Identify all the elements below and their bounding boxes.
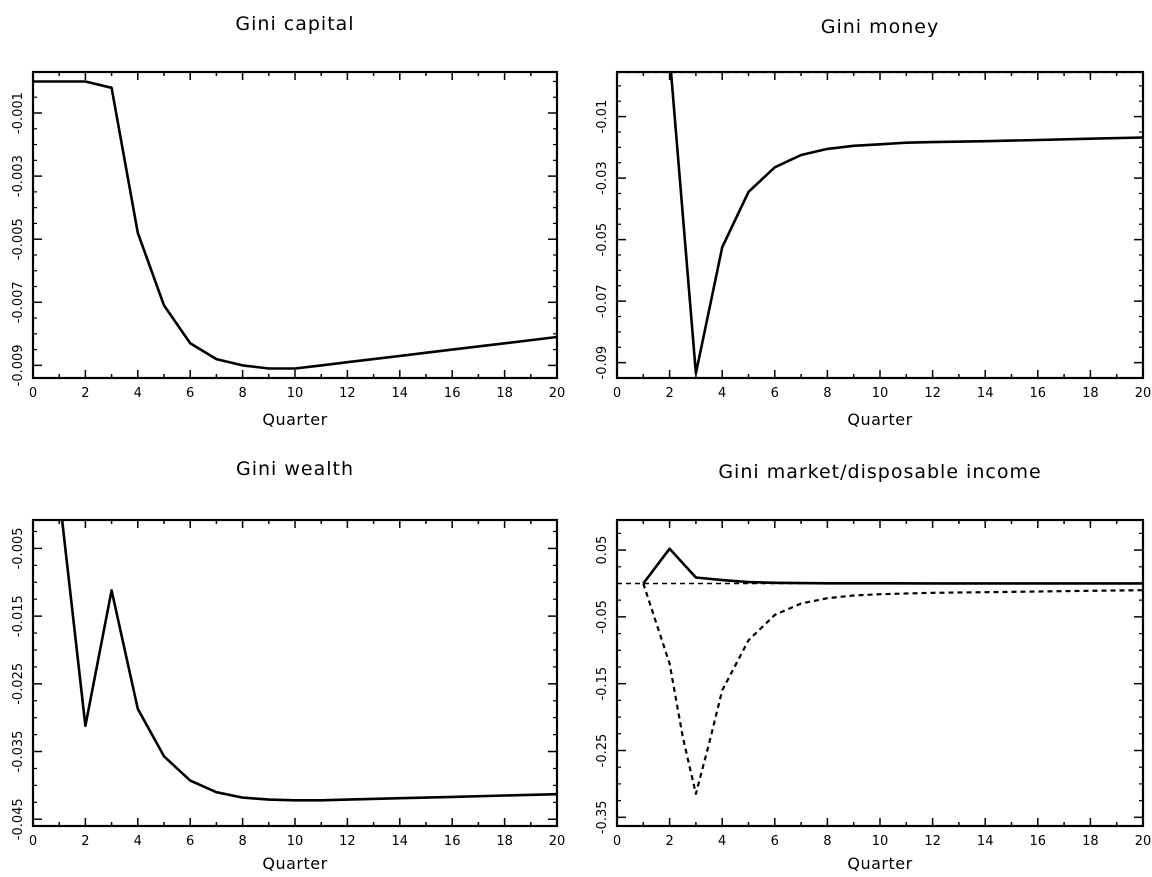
plot-frame bbox=[31, 518, 559, 828]
series-line bbox=[669, 72, 1143, 375]
chart-title: Gini capital bbox=[235, 13, 354, 35]
x-tick-label: 18 bbox=[496, 386, 513, 401]
series-line bbox=[33, 80, 557, 370]
plot-area bbox=[60, 520, 557, 802]
x-tick-label: 8 bbox=[823, 834, 831, 849]
x-tick-label: 0 bbox=[29, 386, 37, 401]
y-tick-label: -0.003 bbox=[11, 155, 26, 197]
x-tick-label: 18 bbox=[1082, 386, 1099, 401]
panel-1: Gini capital Quarter 0 2 4 6 8 10 12 14 16 18 20 -0.0… bbox=[11, 13, 565, 429]
plot-frame bbox=[615, 518, 1145, 828]
x-axis-label: Quarter bbox=[262, 410, 327, 429]
x-tick-label: 12 bbox=[924, 386, 941, 401]
y-tick-label: -0.25 bbox=[595, 734, 610, 768]
y-tick-label: -0.07 bbox=[595, 284, 610, 318]
x-tick-label: 20 bbox=[549, 386, 566, 401]
x-tick-label: 20 bbox=[1135, 386, 1152, 401]
x-tick-label: 16 bbox=[444, 834, 461, 849]
x-tick-label: 8 bbox=[238, 834, 246, 849]
x-tick-label: 2 bbox=[665, 834, 673, 849]
x-tick-label: 10 bbox=[872, 834, 889, 849]
x-tick-label: 16 bbox=[1030, 386, 1047, 401]
x-tick-label: 18 bbox=[1082, 834, 1099, 849]
x-tick-label: 8 bbox=[238, 386, 246, 401]
x-tick-label: 4 bbox=[134, 386, 142, 401]
x-tick-label: 0 bbox=[29, 834, 37, 849]
chart-title: Gini market/disposable income bbox=[718, 461, 1041, 483]
series-line bbox=[642, 547, 1143, 585]
y-tick-label: -0.009 bbox=[11, 344, 26, 386]
x-tick-label: 14 bbox=[977, 386, 994, 401]
x-tick-label: 6 bbox=[186, 386, 194, 401]
x-tick-label: 6 bbox=[771, 386, 779, 401]
x-tick-label: 8 bbox=[823, 386, 831, 401]
plot-area bbox=[33, 80, 557, 370]
x-tick-label: 4 bbox=[134, 834, 142, 849]
x-axis-label: Quarter bbox=[847, 410, 912, 429]
x-tick-label: 0 bbox=[613, 386, 621, 401]
y-tick-label: -0.09 bbox=[595, 346, 610, 380]
y-tick-label: -0.035 bbox=[11, 731, 26, 773]
plot-frame bbox=[615, 70, 1145, 380]
y-tick-label: -0.35 bbox=[595, 800, 610, 834]
y-tick-label: -0.015 bbox=[11, 595, 26, 637]
series-line bbox=[60, 520, 557, 802]
y-tick-label: -0.045 bbox=[11, 798, 26, 840]
x-tick-label: 2 bbox=[81, 834, 89, 849]
y-tick-label: -0.025 bbox=[11, 663, 26, 705]
x-tick-label: 6 bbox=[771, 834, 779, 849]
x-tick-label: 20 bbox=[549, 834, 566, 849]
panel-2: Gini money Quarter 0 2 4 6 8 10 12 14 16 18 20 -0.01 -… bbox=[595, 16, 1151, 429]
y-tick-label: -0.15 bbox=[595, 667, 610, 701]
x-tick-label: 0 bbox=[613, 834, 621, 849]
y-tick-label: -0.01 bbox=[595, 100, 610, 134]
x-tick-label: 12 bbox=[924, 834, 941, 849]
x-tick-label: 20 bbox=[1135, 834, 1152, 849]
x-tick-label: 12 bbox=[339, 834, 356, 849]
chart-title: Gini money bbox=[821, 16, 939, 38]
y-tick-label: -0.007 bbox=[11, 281, 26, 323]
x-tick-label: 2 bbox=[665, 386, 673, 401]
x-tick-label: 10 bbox=[287, 834, 304, 849]
x-axis-label: Quarter bbox=[262, 854, 327, 873]
y-tick-label: -0.005 bbox=[11, 218, 26, 260]
series-line bbox=[642, 583, 1143, 796]
x-tick-label: 18 bbox=[496, 834, 513, 849]
chart-title: Gini wealth bbox=[236, 458, 354, 480]
plot-area bbox=[617, 547, 1143, 796]
x-tick-label: 16 bbox=[1030, 834, 1047, 849]
x-tick-label: 4 bbox=[718, 386, 726, 401]
x-tick-label: 10 bbox=[872, 386, 889, 401]
y-tick-label: -0.005 bbox=[11, 527, 26, 569]
x-tick-label: 14 bbox=[392, 386, 409, 401]
y-tick-label: -0.05 bbox=[595, 223, 610, 257]
x-tick-label: 4 bbox=[718, 834, 726, 849]
x-tick-label: 14 bbox=[392, 834, 409, 849]
x-axis-label: Quarter bbox=[847, 854, 912, 873]
plot-area bbox=[617, 72, 1143, 375]
y-tick-label: -0.03 bbox=[595, 161, 610, 195]
x-tick-label: 16 bbox=[444, 386, 461, 401]
x-tick-label: 2 bbox=[81, 386, 89, 401]
plot-frame bbox=[31, 70, 559, 380]
y-tick-label: 0.05 bbox=[595, 536, 610, 565]
x-tick-label: 6 bbox=[186, 834, 194, 849]
x-tick-label: 14 bbox=[977, 834, 994, 849]
y-tick-label: -0.001 bbox=[11, 92, 26, 134]
panel-4: Gini market/disposable income Quarter 0 2 4 6… bbox=[595, 461, 1151, 873]
x-tick-label: 12 bbox=[339, 386, 356, 401]
panel-3: Gini wealth Quarter 0 2 4 6 8 10 12 14 16 18 20 -0.00… bbox=[11, 458, 565, 873]
y-tick-label: -0.05 bbox=[595, 600, 610, 634]
x-tick-label: 10 bbox=[287, 386, 304, 401]
